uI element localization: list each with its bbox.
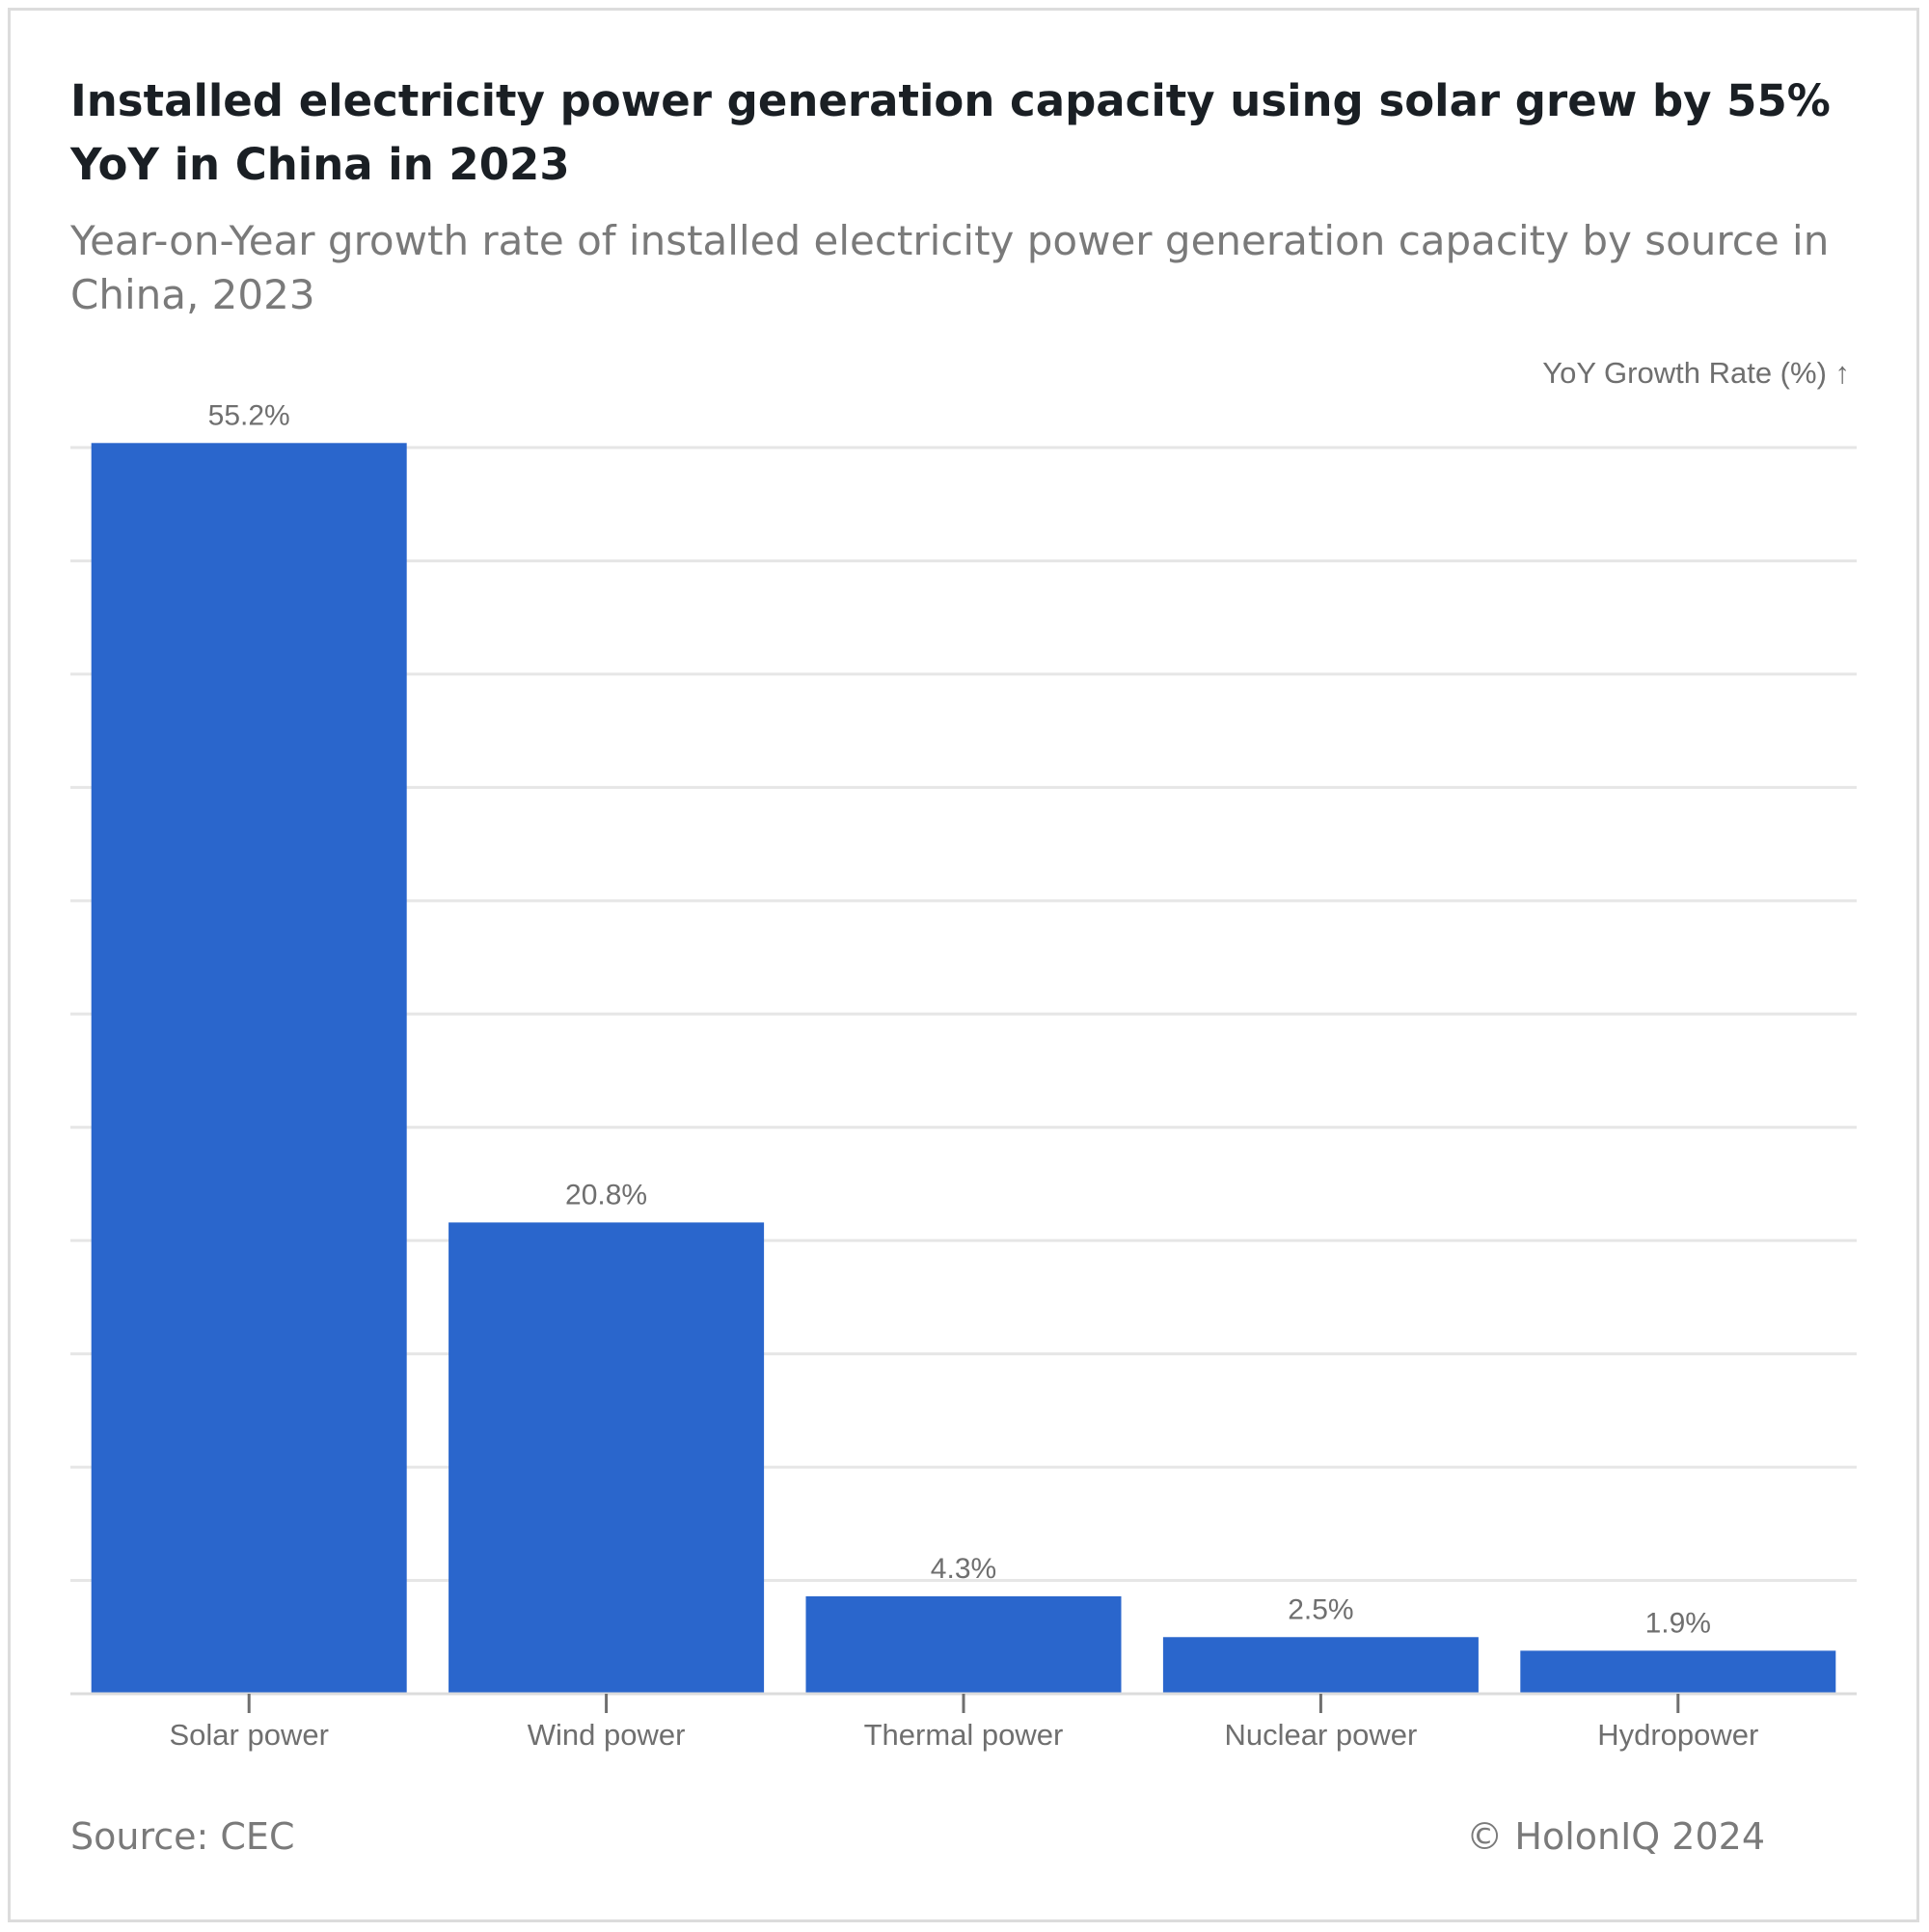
bar bbox=[91, 443, 407, 1695]
data-label: 55.2% bbox=[208, 399, 290, 431]
data-label: 1.9% bbox=[1645, 1607, 1711, 1639]
y-axis-label: YoY Growth Rate (%) ↑ bbox=[1542, 356, 1850, 390]
x-tick-label: Solar power bbox=[169, 1718, 328, 1752]
data-label: 4.3% bbox=[931, 1553, 996, 1585]
x-tick-label: Nuclear power bbox=[1224, 1718, 1417, 1752]
data-label: 20.8% bbox=[565, 1179, 647, 1211]
data-labels: 55.2% 20.8% 4.3% 2.5% 1.9% bbox=[208, 399, 1711, 1639]
bar bbox=[1162, 1637, 1479, 1694]
chart-title: Installed electricity power generation c… bbox=[70, 75, 1831, 190]
x-tick-label: Thermal power bbox=[864, 1718, 1064, 1752]
bars bbox=[91, 443, 1836, 1695]
bar bbox=[1520, 1650, 1836, 1694]
copyright-note: © HolonIQ 2024 bbox=[1466, 1815, 1765, 1858]
source-note: Source: CEC bbox=[70, 1815, 295, 1858]
chart-subtitle: Year-on-Year growth rate of installed el… bbox=[70, 217, 1830, 318]
x-tick-label: Wind power bbox=[528, 1718, 686, 1752]
x-axis: Solar power Wind power Thermal power Nuclea… bbox=[70, 1692, 1857, 1752]
bar bbox=[448, 1222, 765, 1694]
data-label: 2.5% bbox=[1288, 1593, 1353, 1625]
x-tick-label: Hydropower bbox=[1597, 1718, 1758, 1752]
bar bbox=[805, 1595, 1122, 1694]
